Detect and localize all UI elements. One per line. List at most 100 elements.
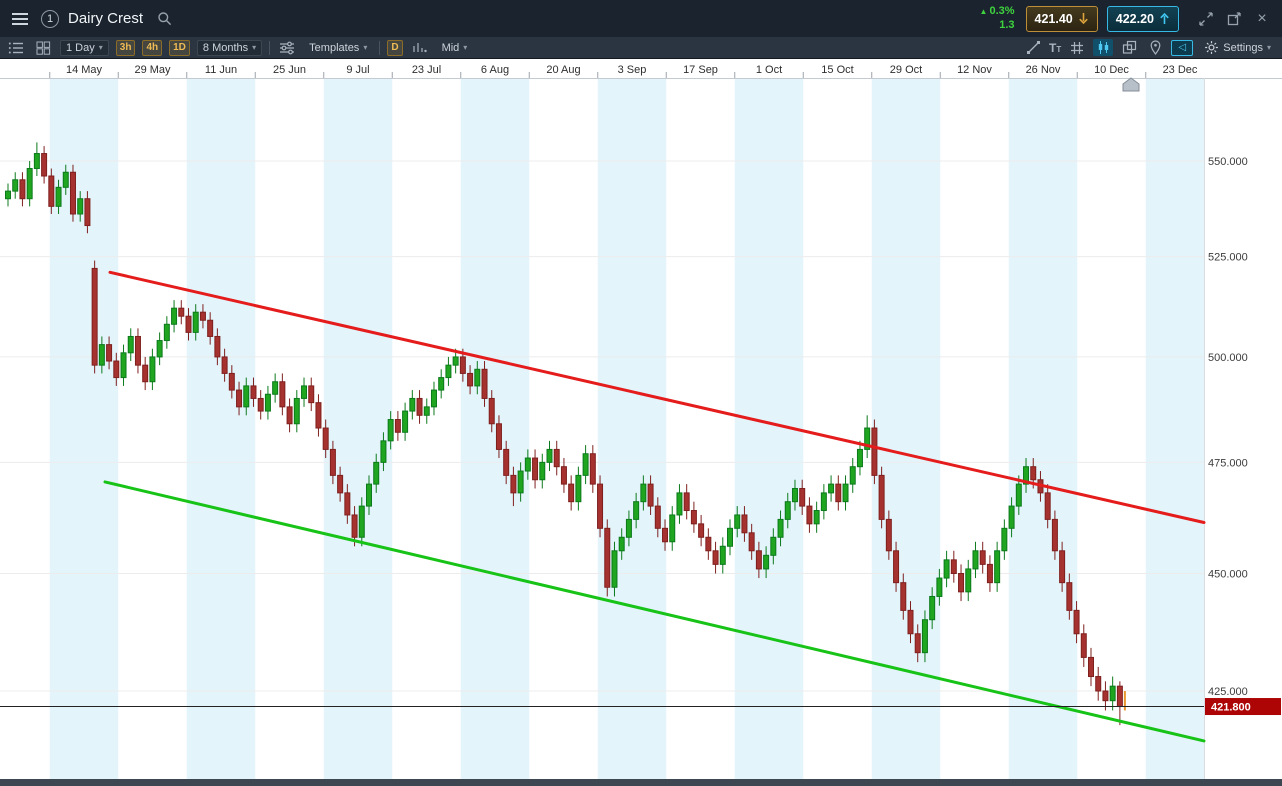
chevron-down-icon: ▾ (463, 43, 468, 52)
candle-body (763, 554, 770, 570)
grid-icon (1071, 41, 1084, 54)
candle-body (228, 372, 235, 391)
y-axis-label: 500.000 (1208, 352, 1248, 364)
candle-body (358, 505, 365, 538)
candlestick-style-button[interactable] (1093, 39, 1114, 56)
candle-body (48, 175, 55, 207)
buy-price: 422.20 (1115, 11, 1154, 26)
scroll-to-latest-marker[interactable] (1122, 77, 1140, 92)
window-link-badge[interactable]: 1 (41, 9, 59, 28)
x-axis-label: 29 Oct (890, 64, 922, 76)
adjustments-button[interactable] (277, 39, 297, 56)
candle-body (856, 448, 863, 468)
popout-button[interactable] (1222, 7, 1246, 31)
layout-grid-icon (36, 41, 50, 55)
candle-body (1073, 609, 1080, 635)
text-tool-sub: T (1056, 44, 1062, 54)
candle-body (698, 523, 705, 538)
search-icon (157, 12, 171, 26)
main-menu-button[interactable] (8, 7, 32, 31)
candle-body (416, 397, 423, 416)
candle-body (293, 397, 300, 425)
sell-price: 421.40 (1034, 11, 1073, 26)
candle-body (221, 356, 228, 374)
layout-button[interactable] (33, 39, 53, 56)
candle-body (329, 448, 336, 476)
header-bar: 1 Dairy Crest ▲ 0.3% 1.3 421.40 422.20 × (0, 0, 1282, 37)
candle-body (676, 492, 683, 516)
templates-dropdown[interactable]: Templates ▾ (304, 40, 372, 56)
search-button[interactable] (152, 7, 176, 31)
x-axis-label: 23 Dec (1163, 64, 1198, 76)
snap-mode-button[interactable]: ◁ (1171, 39, 1194, 56)
candle-body (438, 377, 445, 391)
x-axis-label: 23 Jul (412, 64, 441, 76)
candle-body (1102, 690, 1109, 702)
quick-interval-3h[interactable]: 3h (115, 39, 136, 56)
candle-body (26, 167, 33, 200)
price-type-dropdown[interactable]: Mid ▾ (437, 40, 473, 56)
compare-icon (1122, 40, 1136, 54)
price-display-button[interactable] (410, 39, 430, 56)
list-icon (8, 42, 23, 53)
horizontal-scrollbar[interactable] (0, 779, 1282, 786)
candle-body (893, 550, 900, 584)
trendline-tool-button[interactable] (1023, 39, 1043, 56)
compare-button[interactable] (1119, 39, 1139, 56)
interval-dropdown[interactable]: 1 Day ▾ (60, 39, 109, 56)
x-axis-label: 20 Aug (546, 64, 580, 76)
candle-body (611, 550, 618, 588)
close-icon: × (1257, 9, 1267, 27)
chevron-down-icon: ▾ (1266, 43, 1271, 52)
candle-body (929, 595, 936, 621)
upper-channel-trendline[interactable] (108, 270, 1206, 525)
candlestick-icon (1098, 41, 1108, 54)
buy-price-button[interactable]: 422.20 (1106, 5, 1179, 32)
time-stripe (323, 78, 393, 779)
candle-body (344, 492, 351, 516)
candle-body (402, 410, 409, 433)
candle-body (236, 389, 243, 408)
candle-body (589, 453, 596, 485)
close-button[interactable]: × (1250, 7, 1274, 31)
y-axis-label: 425.000 (1208, 686, 1248, 698)
candle-body (510, 474, 517, 494)
candle-body (770, 536, 777, 556)
candle-body (1116, 685, 1123, 708)
interval-label: 1 Day (66, 41, 95, 54)
candle-body (604, 527, 611, 588)
candle-body (351, 514, 358, 538)
candle-body (423, 406, 430, 416)
pin-button[interactable] (1145, 39, 1165, 56)
range-dropdown[interactable]: 8 Months ▾ (196, 39, 263, 56)
candle-body (452, 356, 459, 366)
candle-body (503, 448, 510, 476)
candle-body (120, 352, 127, 379)
x-axis-label: 17 Sep (683, 64, 718, 76)
candle-body (784, 501, 791, 520)
detach-button[interactable] (1194, 7, 1218, 31)
chevron-down-icon: ▾ (98, 43, 103, 52)
candle-body (33, 153, 40, 169)
settings-dropdown[interactable]: Settings ▾ (1199, 40, 1276, 56)
candle-body (719, 545, 726, 565)
templates-label: Templates (309, 41, 360, 54)
quick-interval-1d[interactable]: 1D (169, 39, 190, 56)
candle-body (5, 190, 11, 200)
candle-body (243, 385, 250, 408)
d-badge-button[interactable]: D (387, 39, 403, 56)
candle-body (654, 505, 661, 529)
price-chart[interactable]: 550.000 525.000 500.000 475.000 450.000 425.0… (0, 59, 1282, 779)
candle-body (727, 527, 733, 547)
candle-body (755, 550, 762, 570)
settings-label: Settings (1223, 41, 1263, 54)
quick-interval-4h[interactable]: 4h (142, 39, 163, 56)
order-list-button[interactable] (6, 39, 26, 56)
chart-area[interactable]: 550.000 525.000 500.000 475.000 450.000 425.0… (0, 59, 1282, 786)
sell-price-button[interactable]: 421.40 (1025, 5, 1098, 32)
lower-channel-trendline[interactable] (103, 480, 1206, 743)
grid-toggle-button[interactable] (1067, 39, 1087, 56)
candle-body (885, 518, 892, 552)
sell-arrow-down-icon (1078, 13, 1088, 25)
